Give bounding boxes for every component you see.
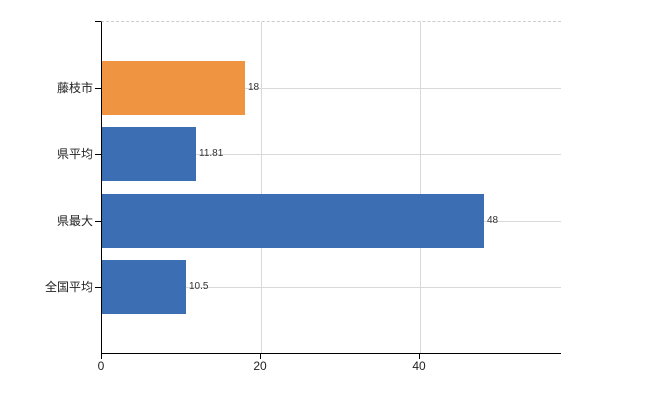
category-gridline bbox=[102, 154, 561, 155]
value-label: 11.81 bbox=[199, 148, 224, 159]
x-tick-label: 20 bbox=[253, 359, 267, 373]
y-axis-tick bbox=[95, 221, 101, 222]
x-gridline bbox=[420, 22, 421, 353]
x-axis-tick bbox=[101, 354, 102, 359]
bar-県最大 bbox=[102, 194, 484, 248]
value-label: 18 bbox=[248, 82, 260, 93]
category-label-全国平均: 全国平均 bbox=[44, 280, 93, 294]
y-axis-tick bbox=[95, 88, 101, 89]
category-label-県平均: 県平均 bbox=[56, 147, 93, 161]
y-axis-tick bbox=[95, 154, 101, 155]
bar-藤枝市 bbox=[102, 61, 245, 115]
x-tick-label: 0 bbox=[97, 359, 105, 373]
y-axis-tick bbox=[95, 287, 101, 288]
value-label: 10.5 bbox=[189, 281, 209, 292]
bar-全国平均 bbox=[102, 260, 186, 314]
value-label: 48 bbox=[487, 215, 499, 226]
x-tick-label: 40 bbox=[412, 359, 426, 373]
x-axis-tick bbox=[419, 354, 420, 359]
plot-area: 18 11.81 48 10.5 bbox=[101, 21, 561, 354]
bar-県平均 bbox=[102, 127, 196, 181]
category-gridline bbox=[102, 88, 561, 89]
category-gridline bbox=[102, 287, 561, 288]
y-axis-top-tick bbox=[95, 21, 101, 22]
x-axis-tick bbox=[260, 354, 261, 359]
category-label-藤枝市: 藤枝市 bbox=[56, 81, 93, 95]
category-label-県最大: 県最大 bbox=[56, 214, 93, 228]
x-gridline bbox=[261, 22, 262, 353]
